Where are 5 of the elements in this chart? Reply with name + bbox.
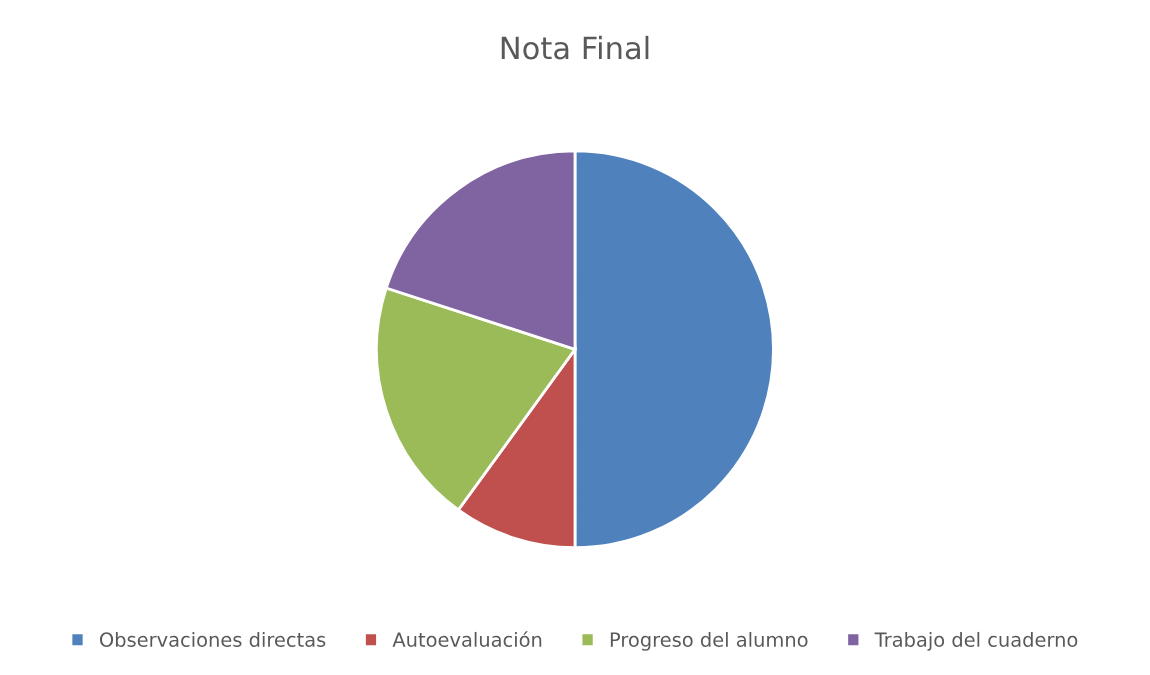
legend-label: Trabajo del cuaderno <box>874 631 1078 651</box>
legend-label: Progreso del alumno <box>610 631 808 651</box>
chart-title: Nota Final <box>501 35 649 60</box>
legend-label: Observaciones directas <box>99 631 326 647</box>
legend-label: Autoevaluación <box>392 631 542 647</box>
